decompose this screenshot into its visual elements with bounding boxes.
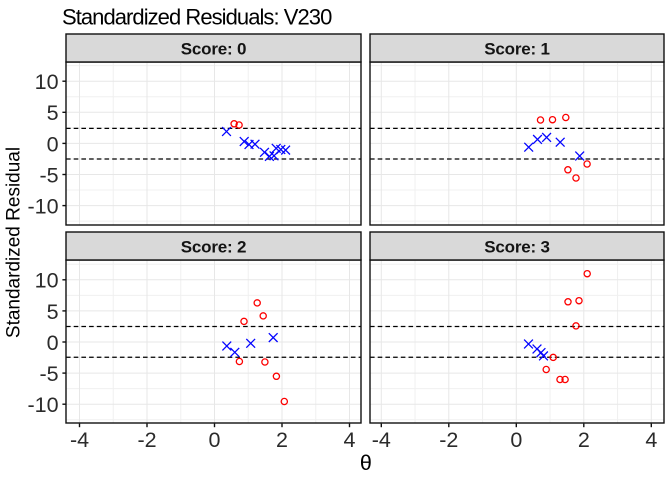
svg-text:0: 0 <box>47 331 59 355</box>
svg-text:Score: 2: Score: 2 <box>181 238 247 257</box>
svg-text:-5: -5 <box>39 362 58 386</box>
svg-text:Score: 3: Score: 3 <box>484 238 550 257</box>
svg-text:-10: -10 <box>28 393 59 417</box>
svg-text:-10: -10 <box>28 195 59 219</box>
svg-text:2: 2 <box>276 428 288 452</box>
svg-text:Score: 1: Score: 1 <box>484 40 550 59</box>
svg-text:-2: -2 <box>439 428 458 452</box>
svg-text:4: 4 <box>645 428 657 452</box>
svg-text:θ: θ <box>360 451 372 475</box>
svg-text:0: 0 <box>510 428 522 452</box>
svg-text:Standardized Residuals: V230: Standardized Residuals: V230 <box>62 5 332 30</box>
svg-text:-4: -4 <box>372 428 391 452</box>
svg-text:4: 4 <box>344 428 356 452</box>
svg-text:Score: 0: Score: 0 <box>181 40 247 59</box>
svg-text:10: 10 <box>35 70 59 94</box>
svg-text:Standardized Residual: Standardized Residual <box>4 147 25 338</box>
svg-text:5: 5 <box>47 300 59 324</box>
svg-text:2: 2 <box>578 428 590 452</box>
svg-text:0: 0 <box>47 132 59 156</box>
svg-text:5: 5 <box>47 101 59 125</box>
svg-text:-2: -2 <box>137 428 156 452</box>
svg-text:-4: -4 <box>70 428 89 452</box>
svg-text:0: 0 <box>209 428 221 452</box>
svg-text:-5: -5 <box>39 163 58 187</box>
svg-text:10: 10 <box>35 269 59 293</box>
